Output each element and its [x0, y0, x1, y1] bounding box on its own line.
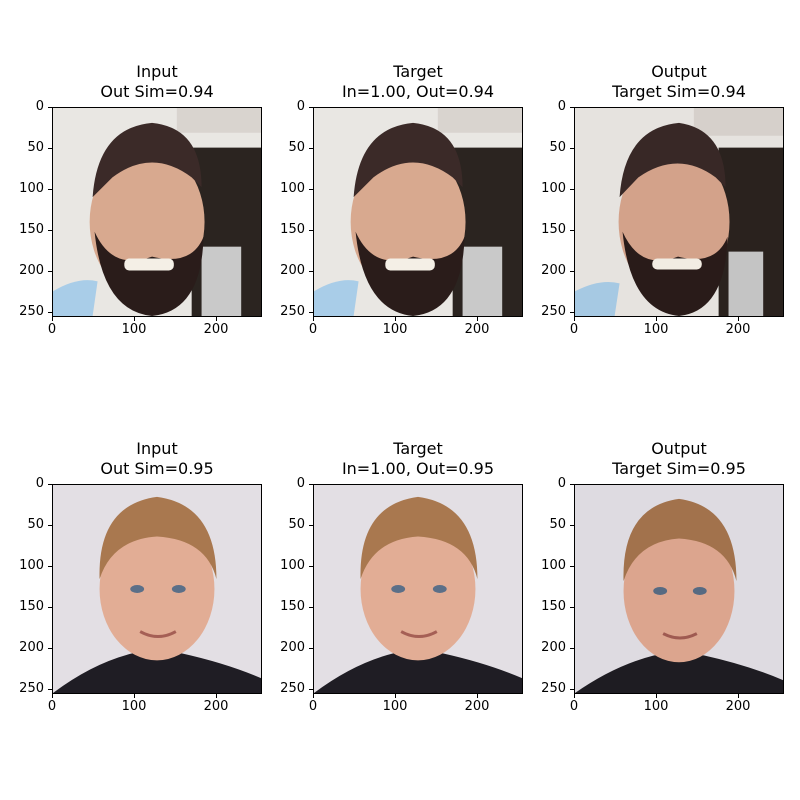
panel-title-r1c2: Target In=1.00, Out=0.94 — [288, 62, 548, 102]
title-line2: Out Sim=0.95 — [100, 459, 214, 478]
y-tick-label: 150 — [541, 222, 566, 237]
x-tick-label: 200 — [203, 322, 229, 337]
y-tick-label: 250 — [280, 304, 305, 319]
y-tick-label: 200 — [541, 640, 566, 655]
panel-title-r1c1: Input Out Sim=0.94 — [27, 62, 287, 102]
x-tick-label: 200 — [725, 322, 751, 337]
image-frame — [313, 484, 523, 694]
y-tick-label: 100 — [280, 181, 305, 196]
panel-title-r1c3: Output Target Sim=0.94 — [549, 62, 800, 102]
y-tick-label: 250 — [541, 304, 566, 319]
panel-title-r2c3: Output Target Sim=0.95 — [549, 439, 800, 479]
x-tick-label: 200 — [464, 322, 490, 337]
image-panel-r1c3: 0 50 100 150 200 250 0 100 200 — [541, 100, 784, 337]
y-tick-label: 150 — [541, 599, 566, 614]
y-tick-label: 100 — [541, 181, 566, 196]
image-frame — [52, 107, 262, 317]
title-line1: Input — [136, 439, 178, 458]
y-tick-label: 150 — [280, 222, 305, 237]
x-tick-label: 0 — [308, 699, 318, 714]
y-tick-label: 100 — [19, 558, 44, 573]
y-tick-label: 0 — [557, 99, 566, 114]
title-line1: Target — [393, 439, 443, 458]
image-panel-r2c2: 0 50 100 150 200 250 0 100 200 — [280, 477, 523, 714]
y-tick-label: 150 — [19, 222, 44, 237]
title-line2: In=1.00, Out=0.94 — [341, 82, 495, 101]
title-line2: Out Sim=0.94 — [100, 82, 214, 101]
y-tick-label: 0 — [35, 476, 44, 491]
title-line1: Output — [651, 439, 707, 458]
y-tick-label: 150 — [280, 599, 305, 614]
image-panel-r2c1: 0 50 100 150 200 250 0 100 200 — [19, 477, 262, 714]
x-tick-label: 0 — [47, 699, 57, 714]
y-tick-label: 200 — [280, 640, 305, 655]
y-tick-label: 200 — [280, 263, 305, 278]
image-frame — [52, 484, 262, 694]
bearded-man-photo — [314, 108, 522, 316]
title-line1: Input — [136, 62, 178, 81]
y-tick-label: 200 — [19, 640, 44, 655]
title-line2: Target Sim=0.95 — [612, 459, 746, 478]
panel-title-r2c2: Target In=1.00, Out=0.95 — [288, 439, 548, 479]
blond-man-photo — [53, 485, 261, 693]
y-tick-label: 50 — [288, 517, 305, 532]
x-tick-label: 100 — [382, 322, 408, 337]
y-tick-label: 50 — [549, 517, 566, 532]
y-tick-label: 250 — [19, 681, 44, 696]
y-tick-label: 50 — [549, 140, 566, 155]
blond-man-photo — [314, 485, 522, 693]
x-tick-label: 200 — [464, 699, 490, 714]
image-panel-r2c3: 0 50 100 150 200 250 0 100 200 — [541, 477, 784, 714]
y-tick-label: 50 — [27, 517, 44, 532]
x-tick-label: 0 — [47, 322, 57, 337]
title-line2: Target Sim=0.94 — [612, 82, 746, 101]
y-tick-label: 0 — [557, 476, 566, 491]
y-tick-label: 50 — [27, 140, 44, 155]
image-frame — [313, 107, 523, 317]
y-tick-label: 100 — [19, 181, 44, 196]
y-tick-label: 50 — [288, 140, 305, 155]
bearded-man-photo — [53, 108, 261, 316]
x-tick-label: 100 — [121, 322, 147, 337]
image-frame — [574, 107, 784, 317]
y-tick-label: 250 — [541, 681, 566, 696]
x-tick-label: 200 — [203, 699, 229, 714]
x-tick-label: 0 — [308, 322, 318, 337]
image-panel-r1c1: 0 50 100 150 200 250 0 100 200 — [19, 100, 262, 337]
y-tick-label: 200 — [19, 263, 44, 278]
x-tick-label: 100 — [382, 699, 408, 714]
bearded-man-photo — [575, 108, 783, 316]
y-tick-label: 100 — [280, 558, 305, 573]
x-tick-label: 100 — [643, 322, 669, 337]
title-line2: In=1.00, Out=0.95 — [341, 459, 495, 478]
y-tick-label: 0 — [35, 99, 44, 114]
x-tick-label: 100 — [121, 699, 147, 714]
y-tick-label: 250 — [280, 681, 305, 696]
image-frame — [574, 484, 784, 694]
x-tick-label: 100 — [643, 699, 669, 714]
y-tick-label: 0 — [296, 99, 305, 114]
y-tick-label: 100 — [541, 558, 566, 573]
title-line1: Target — [393, 62, 443, 81]
panel-title-r2c1: Input Out Sim=0.95 — [27, 439, 287, 479]
title-line1: Output — [651, 62, 707, 81]
y-tick-label: 0 — [296, 476, 305, 491]
y-tick-label: 250 — [19, 304, 44, 319]
x-tick-label: 0 — [569, 322, 579, 337]
y-tick-label: 150 — [19, 599, 44, 614]
image-panel-r1c2: 0 50 100 150 200 250 0 100 200 — [280, 100, 523, 337]
x-tick-label: 0 — [569, 699, 579, 714]
blond-man-photo — [575, 485, 783, 693]
y-tick-label: 200 — [541, 263, 566, 278]
x-tick-label: 200 — [725, 699, 751, 714]
